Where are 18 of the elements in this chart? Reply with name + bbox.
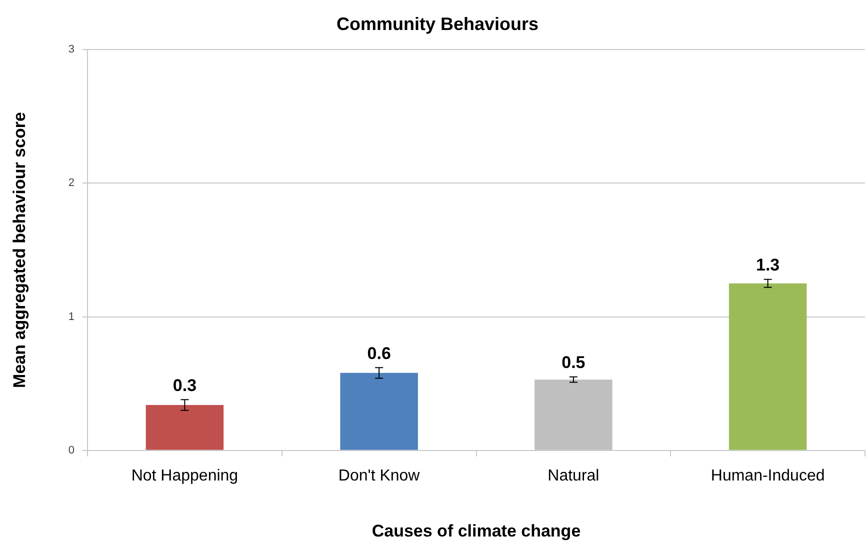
y-tick-label: 1 bbox=[68, 310, 75, 323]
x-tick-label: Human-Induced bbox=[710, 467, 825, 484]
y-tick-label: 2 bbox=[68, 177, 75, 190]
chart-title: Community Behaviours bbox=[336, 14, 539, 34]
data-label: 0.6 bbox=[367, 344, 391, 363]
y-tick-label: 0 bbox=[68, 444, 75, 456]
bar bbox=[146, 404, 224, 450]
x-axis-title: Causes of climate change bbox=[372, 521, 581, 540]
bar bbox=[728, 283, 807, 450]
x-tick-label: Natural bbox=[548, 467, 600, 484]
bar bbox=[340, 372, 418, 450]
data-label: 0.3 bbox=[172, 376, 197, 395]
data-label: 1.3 bbox=[756, 256, 780, 275]
data-label: 0.5 bbox=[562, 353, 586, 372]
x-tick-label: Don't Know bbox=[338, 467, 420, 484]
x-tick-label: Not Happening bbox=[131, 467, 238, 484]
y-axis-title: Mean aggregated behaviour score bbox=[10, 112, 29, 388]
y-tick-label: 3 bbox=[68, 44, 75, 56]
